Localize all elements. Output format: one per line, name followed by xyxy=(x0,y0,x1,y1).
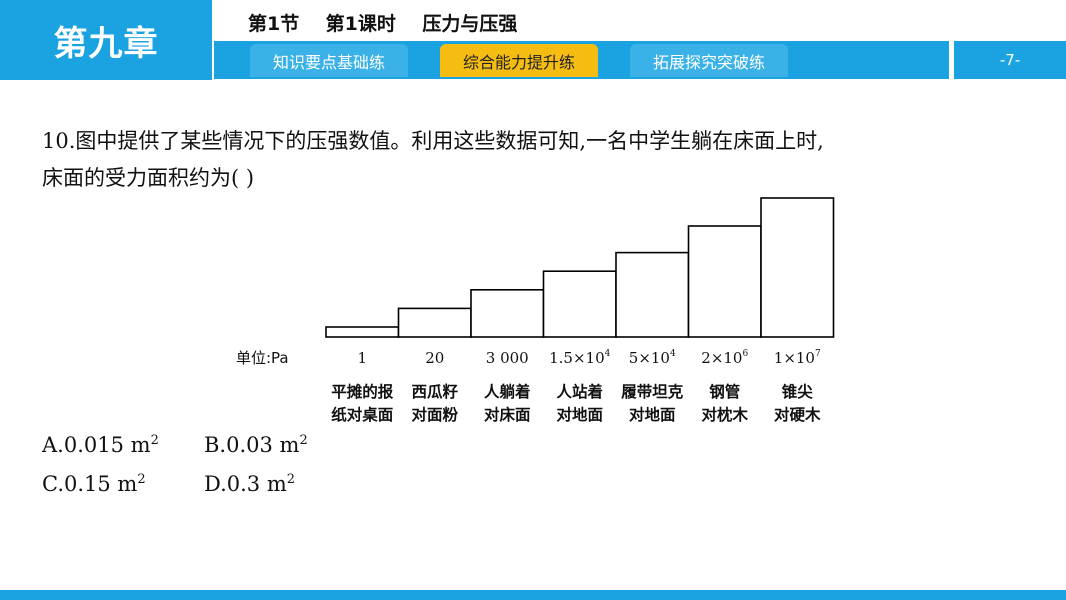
value-label-6: 2×106 xyxy=(701,349,748,367)
category-label-7-line1: 锥尖 xyxy=(782,382,814,401)
option-b[interactable]: B.0.03 m2 xyxy=(204,433,308,457)
value-label-7: 1×107 xyxy=(774,349,821,367)
bottom-bar xyxy=(0,590,1066,600)
tab-basic-practice[interactable]: 知识要点基础练 xyxy=(250,44,408,77)
tab-extension-practice[interactable]: 拓展探究突破练 xyxy=(630,44,788,77)
bar-6 xyxy=(687,225,762,338)
question-line-1: 10.图中提供了某些情况下的压强数值。利用这些数据可知,一名中学生躺在床面上时, xyxy=(42,129,824,153)
category-label-5-line2: 对地面 xyxy=(629,405,676,424)
unit-label: 单位:Pa xyxy=(236,349,289,367)
lesson-title: 第1节 第1课时 压力与压强 xyxy=(248,13,518,35)
bar-4 xyxy=(542,270,617,338)
option-d-text: D.0.3 m xyxy=(204,472,287,496)
option-a-exp: 2 xyxy=(150,433,159,448)
category-label-4-line1: 人站着 xyxy=(556,382,603,401)
category-label-2-line1: 西瓜籽 xyxy=(411,383,458,401)
category-label-6-line2: 对枕木 xyxy=(701,405,748,424)
bar-2 xyxy=(397,307,472,338)
category-label-5-line1: 履带坦克 xyxy=(621,382,684,401)
category-label-6-line1: 钢管 xyxy=(709,382,740,401)
category-label-1-line2: 纸对桌面 xyxy=(331,405,393,424)
value-label-3: 3 000 xyxy=(486,349,529,367)
bar-1 xyxy=(325,326,400,338)
bar-5 xyxy=(615,251,690,338)
category-label-3-line1: 人躺着 xyxy=(484,382,531,401)
chapter-label: 第九章 xyxy=(0,0,212,80)
category-label-2-line2: 对面粉 xyxy=(411,405,458,424)
option-a-text: A.0.015 m xyxy=(42,433,151,457)
option-d[interactable]: D.0.3 m2 xyxy=(204,472,295,496)
value-label-5: 5×104 xyxy=(629,349,676,367)
option-c-exp: 2 xyxy=(137,472,146,487)
category-label-1-line1: 平摊的报 xyxy=(331,382,394,401)
category-label-7-line2: 对硬木 xyxy=(774,405,821,424)
bar-3 xyxy=(470,289,545,338)
option-d-exp: 2 xyxy=(286,472,296,487)
value-label-1: 1 xyxy=(357,349,367,367)
value-label-2: 20 xyxy=(425,349,444,367)
option-b-text: B.0.03 m xyxy=(204,433,300,457)
tab-comprehensive-practice[interactable]: 综合能力提升练 xyxy=(440,44,598,77)
bar-7 xyxy=(760,197,835,338)
question-line-2: 床面的受力面积约为( ) xyxy=(42,166,255,190)
option-b-exp: 2 xyxy=(299,433,308,448)
option-c[interactable]: C.0.15 m2 xyxy=(42,472,146,496)
question-text: 10.图中提供了某些情况下的压强数值。利用这些数据可知,一名中学生躺在床面上时,… xyxy=(42,123,1042,197)
option-c-text: C.0.15 m xyxy=(42,472,138,496)
page-number: -7- xyxy=(954,41,1066,79)
value-label-4: 1.5×104 xyxy=(549,349,611,367)
category-label-4-line2: 对地面 xyxy=(556,405,603,424)
category-label-3-line2: 对床面 xyxy=(484,405,531,424)
option-a[interactable]: A.0.015 m2 xyxy=(42,433,159,457)
